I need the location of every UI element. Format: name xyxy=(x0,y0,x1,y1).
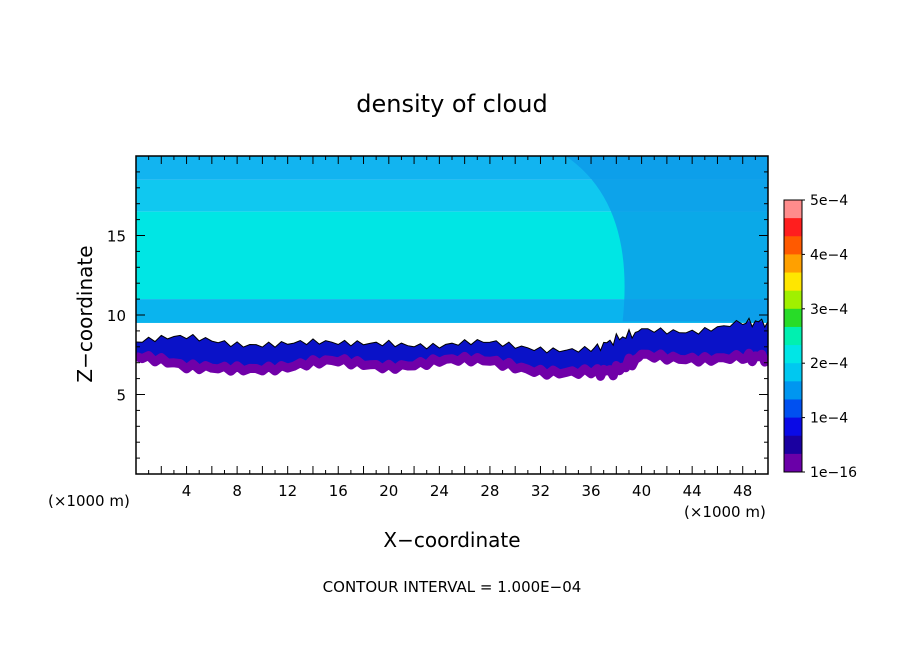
x-unit-left: (×1000 m) xyxy=(48,492,130,510)
x-tick-label: 8 xyxy=(232,482,242,500)
colorbar-swatch xyxy=(784,363,802,382)
x-tick-label: 44 xyxy=(683,482,702,500)
x-tick-label: 28 xyxy=(480,482,499,500)
colorbar-swatch xyxy=(784,326,802,346)
cloud-anvil-edge xyxy=(565,156,768,322)
x-tick-label: 20 xyxy=(379,482,398,500)
colorbar-swatch xyxy=(784,345,802,364)
cloud-base-fringe xyxy=(136,348,768,381)
contour-line xyxy=(136,317,768,354)
colorbar-label: 1e−4 xyxy=(810,411,848,427)
x-tick-label: 16 xyxy=(329,482,348,500)
x-tick-label: 40 xyxy=(632,482,651,500)
colorbar-label: 1e−16 xyxy=(810,465,857,481)
x-tick-label: 48 xyxy=(733,482,752,500)
colorbar-swatch xyxy=(784,290,802,310)
colorbar-swatch xyxy=(784,218,802,237)
colorbar-swatch xyxy=(784,381,802,400)
plot-area xyxy=(136,156,768,474)
colorbar-label: 4e−4 xyxy=(810,247,848,263)
x-tick-label: 4 xyxy=(182,482,192,500)
x-axis-label: X−coordinate xyxy=(383,528,520,552)
colorbar-swatch xyxy=(784,236,802,255)
y-tick-label: 5 xyxy=(116,387,126,405)
colorbar-label: 5e−4 xyxy=(810,193,848,209)
band-3 xyxy=(136,299,768,323)
y-tick-label: 15 xyxy=(107,228,126,246)
colorbar-swatch xyxy=(784,272,802,292)
y-tick-label: 10 xyxy=(107,307,126,325)
contour-interval-note: CONTOUR INTERVAL = 1.000E−04 xyxy=(323,578,582,596)
x-tick-label: 24 xyxy=(430,482,449,500)
colorbar-swatch xyxy=(784,453,802,473)
colorbar-swatch xyxy=(784,417,802,437)
x-tick-label: 36 xyxy=(581,482,600,500)
chart-title: density of cloud xyxy=(356,90,547,118)
colorbar-label: 3e−4 xyxy=(810,302,848,318)
colorbar: 5e−4 4e−4 3e−4 2e−4 1e−4 1e−16 xyxy=(783,193,857,481)
colorbar-swatch xyxy=(784,200,802,219)
x-tick-label: 32 xyxy=(531,482,550,500)
x-unit-right: (×1000 m) xyxy=(684,503,766,521)
x-axis-ticks: 4 8 12 16 20 24 28 32 36 40 44 48 xyxy=(148,156,756,500)
x-tick-label: 12 xyxy=(278,482,297,500)
y-axis-label: Z−coordinate xyxy=(73,245,97,382)
colorbar-swatch xyxy=(784,435,802,455)
colorbar-swatch xyxy=(784,254,802,274)
y-axis-ticks: 5 10 15 xyxy=(107,171,768,459)
colorbar-label: 2e−4 xyxy=(810,356,848,372)
colorbar-swatch xyxy=(784,308,802,328)
colorbar-swatch xyxy=(784,399,802,419)
